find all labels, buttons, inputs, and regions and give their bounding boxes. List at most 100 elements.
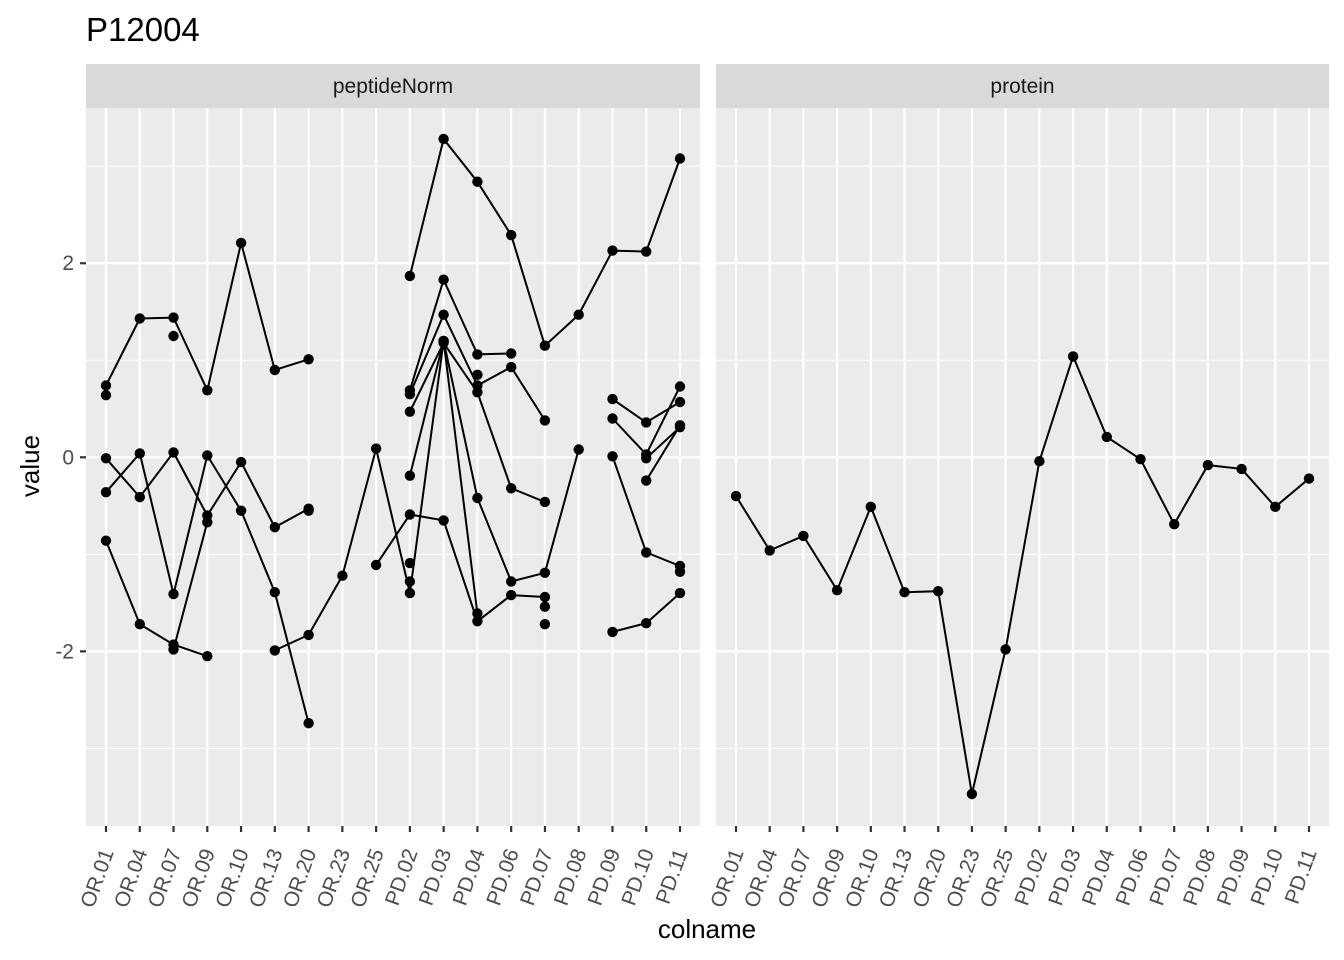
data-point bbox=[168, 588, 179, 600]
data-point bbox=[134, 313, 145, 324]
y-axis: -2 0 2 bbox=[55, 252, 86, 663]
data-point bbox=[303, 629, 314, 641]
data-point bbox=[607, 393, 618, 405]
data-point bbox=[269, 364, 280, 376]
x-axis-title: colname bbox=[658, 914, 756, 944]
data-point bbox=[472, 387, 483, 398]
data-point bbox=[404, 389, 416, 400]
y-tick-label: 2 bbox=[62, 252, 74, 275]
data-point bbox=[966, 788, 978, 800]
series-line bbox=[274, 340, 580, 652]
series-2 bbox=[100, 274, 686, 428]
data-point bbox=[202, 651, 213, 662]
data-point bbox=[134, 491, 145, 503]
facet-strip bbox=[86, 64, 700, 108]
data-point bbox=[472, 176, 483, 187]
series-line bbox=[105, 540, 208, 658]
data-point bbox=[404, 270, 416, 282]
data-point bbox=[641, 453, 652, 464]
data-point bbox=[168, 644, 179, 655]
data-point bbox=[1202, 459, 1214, 471]
data-point bbox=[472, 369, 483, 380]
data-point bbox=[641, 618, 652, 629]
data-point bbox=[235, 505, 247, 516]
data-point bbox=[607, 451, 618, 462]
data-point bbox=[438, 274, 449, 285]
data-point bbox=[573, 309, 584, 320]
data-point bbox=[472, 608, 483, 619]
data-point bbox=[438, 309, 449, 320]
data-point bbox=[730, 490, 742, 502]
data-point bbox=[674, 153, 686, 164]
series-line bbox=[408, 276, 512, 391]
data-point bbox=[506, 576, 517, 587]
data-point bbox=[506, 589, 517, 601]
data-point bbox=[674, 381, 686, 392]
data-point bbox=[1169, 519, 1180, 530]
series-1 bbox=[730, 351, 1315, 800]
facet-panel-protein: proteinOR.01OR.04OR.07OR.09OR.10OR.13OR.… bbox=[706, 64, 1329, 911]
data-point bbox=[303, 505, 314, 516]
y-tick-label: 0 bbox=[62, 446, 74, 469]
data-point bbox=[168, 312, 179, 323]
series-7 bbox=[404, 335, 686, 619]
data-point bbox=[1270, 501, 1281, 512]
data-point bbox=[1067, 351, 1079, 362]
series-line bbox=[172, 522, 209, 650]
data-point bbox=[798, 530, 809, 542]
data-point bbox=[438, 515, 449, 526]
data-point bbox=[899, 587, 910, 598]
data-point bbox=[539, 415, 551, 426]
series-line bbox=[645, 426, 681, 460]
data-point bbox=[506, 229, 517, 241]
data-point bbox=[674, 396, 686, 408]
data-point bbox=[641, 547, 652, 558]
data-point bbox=[202, 517, 213, 528]
data-point bbox=[472, 616, 483, 627]
data-point bbox=[539, 340, 551, 351]
facet-strip-label: peptideNorm bbox=[333, 75, 453, 98]
data-point bbox=[100, 380, 112, 391]
data-point bbox=[404, 406, 416, 417]
data-point bbox=[370, 443, 382, 454]
data-point bbox=[404, 587, 416, 599]
panel-background bbox=[86, 108, 700, 826]
data-point bbox=[370, 559, 382, 571]
data-point bbox=[168, 447, 179, 458]
data-point bbox=[539, 567, 551, 578]
data-point bbox=[1000, 644, 1011, 655]
y-axis-title: value bbox=[15, 435, 45, 497]
data-point bbox=[1303, 473, 1315, 484]
data-point bbox=[674, 422, 686, 433]
series-3 bbox=[100, 309, 686, 533]
facet-panel-peptideNorm: peptideNormOR.01OR.04OR.07OR.09OR.10OR.1… bbox=[76, 64, 700, 911]
data-point bbox=[100, 487, 112, 498]
data-point bbox=[1034, 456, 1045, 467]
facet-strip-label: protein bbox=[990, 75, 1054, 98]
data-point bbox=[506, 348, 517, 359]
data-point bbox=[472, 349, 483, 360]
series-line bbox=[735, 353, 1310, 795]
data-point bbox=[472, 492, 483, 504]
data-point bbox=[269, 587, 280, 598]
chart-title: P12004 bbox=[86, 11, 200, 48]
data-point bbox=[539, 496, 551, 508]
series-line bbox=[375, 513, 545, 623]
data-point bbox=[539, 601, 551, 612]
data-point bbox=[674, 566, 686, 577]
data-point bbox=[269, 522, 280, 533]
data-point bbox=[573, 444, 584, 455]
data-point bbox=[134, 619, 145, 630]
series-1 bbox=[100, 133, 686, 396]
data-point bbox=[235, 456, 247, 468]
data-point bbox=[865, 501, 876, 512]
data-point bbox=[100, 453, 112, 464]
series-6 bbox=[168, 505, 686, 655]
data-point bbox=[607, 245, 618, 256]
data-point bbox=[404, 576, 416, 587]
data-point bbox=[168, 330, 179, 342]
data-point bbox=[100, 390, 112, 401]
data-point bbox=[933, 586, 944, 597]
facet-strip bbox=[716, 64, 1329, 108]
